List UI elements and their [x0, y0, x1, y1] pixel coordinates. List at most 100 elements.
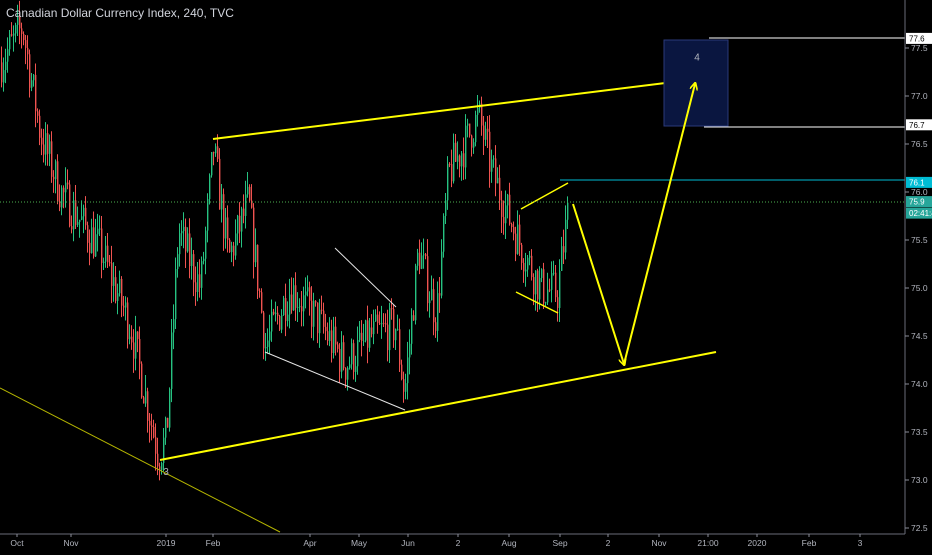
candle-body [357, 340, 359, 367]
candle [517, 210, 519, 255]
candle-body [269, 331, 271, 341]
candle [395, 328, 397, 351]
candle-body [177, 254, 179, 269]
candle [529, 250, 531, 266]
candle-body [111, 262, 113, 286]
candle-body [343, 342, 345, 369]
candle [19, 0, 21, 45]
candle-body [39, 115, 41, 138]
candle [385, 313, 387, 333]
y-tick-label: 74.0 [911, 379, 928, 389]
candle [551, 261, 553, 303]
wedge-upper-line [334, 247, 397, 308]
candle [123, 295, 125, 317]
candle [131, 325, 133, 350]
candle [99, 215, 101, 236]
candle [35, 63, 37, 128]
candle [443, 213, 445, 258]
candle-body [567, 202, 569, 220]
candle-body [541, 269, 543, 278]
candle-body [333, 326, 335, 354]
candle-body [179, 233, 181, 255]
candle-body [291, 294, 293, 311]
candle-body [61, 187, 63, 208]
candle-body [83, 207, 85, 217]
candle-body [469, 123, 471, 136]
candle-body [209, 175, 211, 200]
candle-body [299, 306, 301, 308]
candle-body [439, 293, 441, 296]
candle [353, 339, 355, 380]
candle-body [57, 161, 59, 202]
candle-body [449, 163, 451, 165]
candle [553, 260, 555, 276]
candle-body [113, 277, 115, 286]
candle [419, 239, 421, 275]
candle [183, 212, 185, 249]
candle [11, 22, 13, 37]
candle [371, 314, 373, 338]
candle [423, 238, 425, 269]
candle-body [25, 40, 27, 48]
candle-body [539, 277, 541, 300]
candle [413, 310, 415, 321]
candle-body [223, 194, 225, 239]
candle [267, 328, 269, 354]
candle [215, 143, 217, 157]
candle-body [307, 287, 309, 292]
x-tick-label: Feb [802, 538, 817, 548]
candle-body [75, 200, 77, 225]
candle [105, 236, 107, 268]
candle-body [219, 158, 221, 210]
x-tick-label: Sep [552, 538, 567, 548]
candle-body [79, 219, 81, 222]
candle [273, 308, 275, 316]
candle [345, 367, 347, 388]
candle [167, 417, 169, 428]
y-tick-label: 74.5 [911, 331, 928, 341]
candle-body [53, 176, 55, 180]
candle-body [175, 268, 177, 320]
candle-body [349, 364, 351, 368]
candle-body [5, 61, 7, 71]
candle-body [375, 314, 377, 322]
candle-body [423, 254, 425, 256]
candle [561, 236, 563, 271]
candle-body [123, 305, 125, 308]
candle [193, 250, 195, 297]
candle [29, 49, 31, 98]
candle [439, 277, 441, 313]
price-badge-label: 75.9 [909, 198, 925, 207]
candle [471, 134, 473, 157]
candle [275, 301, 277, 322]
candle [163, 428, 165, 472]
candle [451, 149, 453, 188]
candle-body [199, 274, 201, 288]
candle [327, 322, 329, 346]
candle-body [463, 153, 465, 168]
candle-body [315, 300, 317, 303]
candle-body [517, 224, 519, 254]
candle [155, 423, 157, 471]
candle [401, 359, 403, 381]
candle [349, 356, 351, 370]
candle [175, 257, 177, 330]
x-tick-label: Nov [651, 538, 667, 548]
candle [201, 256, 203, 300]
candle-body [257, 244, 259, 291]
candle-body [107, 245, 109, 263]
candle-body [285, 298, 287, 322]
candle-series [1, 0, 569, 481]
candle [199, 259, 201, 298]
candle-body [95, 234, 97, 257]
candle [445, 193, 447, 225]
candle [9, 30, 11, 56]
candle-body [129, 336, 131, 340]
candle [5, 48, 7, 84]
candle-body [377, 314, 379, 324]
candle-body [297, 306, 299, 308]
candle-body [373, 321, 375, 335]
candle [233, 241, 235, 267]
